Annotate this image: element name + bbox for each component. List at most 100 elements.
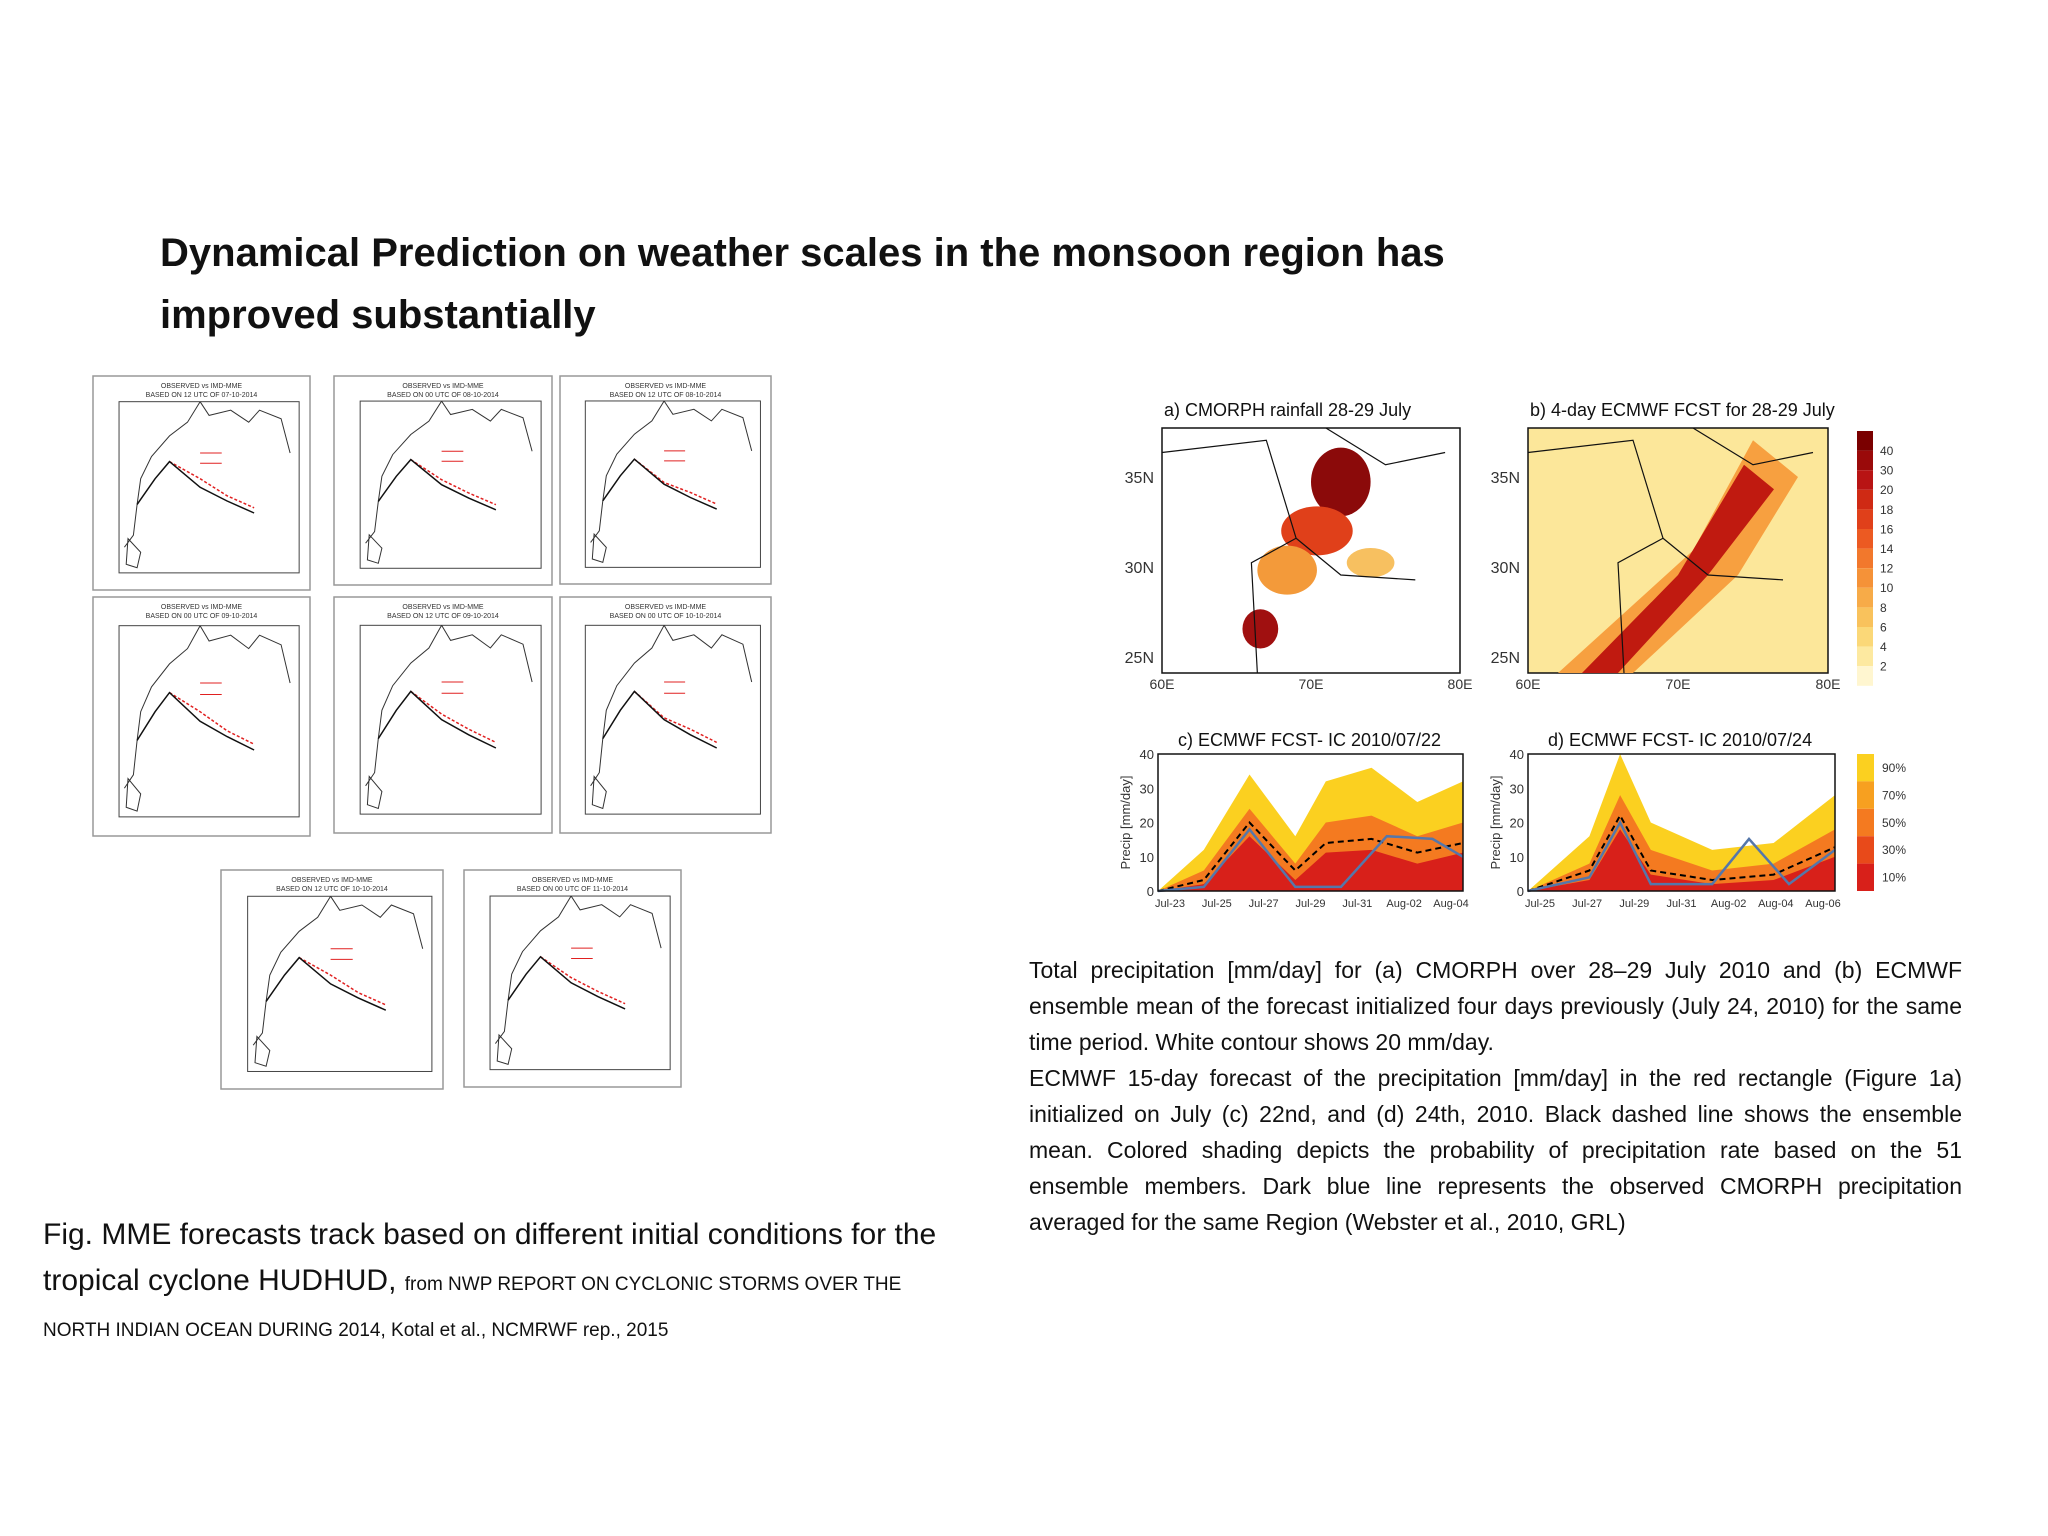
legend-lines: [441, 681, 464, 694]
colorbar-segment: [1857, 529, 1873, 549]
colorbar-segment: [1857, 450, 1873, 471]
x-tick-label: Jul-29: [1296, 898, 1326, 910]
forecast-track: [540, 956, 626, 1005]
x-tick-label: Jul-29: [1619, 898, 1649, 910]
plot-title: d) ECMWF FCST- IC 2010/07/24: [1548, 730, 1812, 750]
colorbar-segment: [1857, 607, 1873, 627]
observed-track: [507, 955, 626, 1010]
x-tick-label: Aug-04: [1758, 898, 1793, 910]
panel-frame: [559, 375, 772, 585]
colorbar-segment: [1857, 489, 1873, 510]
colorbar-segment: [1857, 548, 1873, 569]
legend-label: 70%: [1882, 788, 1906, 802]
panel-header: OBSERVED vs IMD-MME: [625, 383, 706, 390]
colorbar-segment: [1857, 568, 1873, 588]
borders: [1527, 427, 1814, 674]
plot-frame: [1157, 753, 1464, 892]
prob-shading: [1158, 836, 1463, 891]
lon-label: 80E: [1816, 676, 1841, 692]
coastline: [123, 625, 291, 812]
y-tick-label: 30: [1510, 781, 1524, 796]
legend-lines: [664, 450, 686, 462]
track-panel: OBSERVED vs IMD-MME BASED ON 00 UTC OF 08…: [333, 375, 553, 586]
x-tick-label: Jul-27: [1572, 898, 1602, 910]
y-tick-label: 40: [1140, 747, 1154, 762]
rain-area: [1311, 447, 1371, 517]
legend-lines: [330, 948, 353, 960]
colorbar-label: 12: [1880, 562, 1894, 576]
legend-lines: [200, 452, 222, 464]
prob-shading: [1528, 829, 1835, 891]
plot-box: [584, 624, 761, 815]
observed-track: [136, 691, 255, 751]
plot-box: [489, 895, 671, 1071]
track-panel: OBSERVED vs IMD-MME BASED ON 00 UTC OF 09…: [92, 596, 311, 837]
observed-track: [602, 458, 718, 510]
lat-label: 30N: [1491, 560, 1520, 577]
colorbar-segment: [1857, 509, 1873, 529]
plot-title: c) ECMWF FCST- IC 2010/07/22: [1178, 730, 1441, 750]
legend-label: 30%: [1882, 843, 1906, 857]
lat-label: 30N: [1125, 560, 1154, 577]
plot-box: [118, 625, 300, 818]
plot-box: [359, 624, 542, 815]
y-axis-label: Precip [mm/day]: [1118, 776, 1133, 870]
x-tick-label: Jul-23: [1155, 898, 1185, 910]
coastline: [252, 896, 424, 1067]
y-tick-label: 20: [1510, 816, 1524, 831]
x-tick-label: Jul-25: [1202, 898, 1232, 910]
legend-label: 90%: [1882, 761, 1906, 775]
legend-lines: [664, 681, 686, 694]
rain-area: [1582, 464, 1774, 673]
lon-label: 70E: [1299, 676, 1324, 692]
coastline: [590, 625, 753, 810]
lat-label: 25N: [1125, 650, 1154, 667]
x-tick-label: Jul-25: [1525, 898, 1555, 910]
plot-frame: [1527, 753, 1836, 892]
panel-frame: [333, 375, 553, 586]
colorbar-label: 6: [1880, 620, 1887, 634]
legend-swatch: [1857, 863, 1874, 891]
precip-caption: Total precipitation [mm/day] for (a) CMO…: [1029, 952, 1962, 1240]
legend-swatch: [1857, 808, 1874, 837]
colorbar-segment: [1857, 587, 1873, 608]
panel-frame: [463, 869, 682, 1088]
plot-box: [359, 400, 542, 569]
forecast-track: [410, 458, 497, 506]
map-title: b) 4-day ECMWF FCST for 28-29 July: [1530, 400, 1835, 420]
legend-lines: [571, 947, 593, 959]
legend-lines: [200, 682, 222, 695]
ensemble-mean: [1527, 813, 1836, 892]
lat-label: 35N: [1125, 470, 1154, 487]
plot-box: [584, 400, 761, 568]
slide-title: Dynamical Prediction on weather scales i…: [160, 231, 1445, 337]
panel-subheader: BASED ON 12 UTC OF 08-10-2014: [610, 392, 722, 399]
y-tick-label: 30: [1140, 781, 1154, 796]
panel-header: OBSERVED vs IMD-MME: [161, 383, 242, 390]
coastline: [124, 401, 291, 569]
panel-subheader: BASED ON 12 UTC OF 07-10-2014: [146, 392, 258, 399]
panel-header: OBSERVED vs IMD-MME: [402, 604, 483, 611]
plot-box: [118, 401, 300, 574]
panel-header: OBSERVED vs IMD-MME: [532, 877, 613, 884]
legend-swatch: [1857, 754, 1874, 782]
y-axis-label: Precip [mm/day]: [1488, 776, 1503, 870]
panel-frame: [92, 596, 311, 837]
y-tick-label: 0: [1517, 884, 1524, 899]
lon-label: 80E: [1448, 676, 1473, 692]
forecast-track: [169, 691, 255, 745]
panel-header: OBSERVED vs IMD-MME: [161, 604, 242, 611]
observed-track: [265, 956, 387, 1011]
colorbar-label: 8: [1880, 601, 1887, 615]
coastline: [494, 895, 662, 1066]
x-tick-label: Aug-04: [1433, 898, 1468, 910]
colorbar-label: 20: [1880, 483, 1894, 497]
colorbar-label: 2: [1880, 660, 1887, 674]
rain-area: [1281, 506, 1353, 556]
caption-main: Fig. MME forecasts track based on differ…: [43, 1218, 937, 1297]
panel-header: OBSERVED vs IMD-MME: [625, 604, 706, 611]
colorbar-label: 40: [1880, 444, 1894, 458]
track-panel: OBSERVED vs IMD-MME BASED ON 12 UTC OF 09…: [333, 596, 553, 834]
panel-frame: [333, 596, 553, 834]
